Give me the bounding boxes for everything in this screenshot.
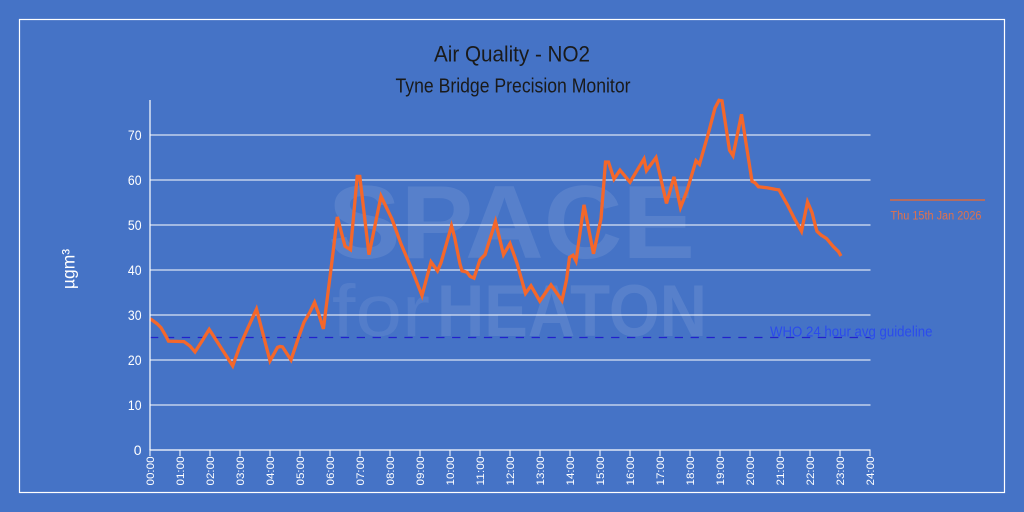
svg-text:for: for: [332, 271, 430, 352]
svg-text:21:00: 21:00: [775, 457, 787, 486]
svg-text:11:00: 11:00: [475, 457, 487, 486]
svg-text:Air Quality - NO2: Air Quality - NO2: [434, 41, 590, 66]
svg-text:20:00: 20:00: [745, 457, 757, 486]
svg-text:0: 0: [134, 442, 142, 458]
svg-text:17:00: 17:00: [655, 457, 667, 486]
svg-text:18:00: 18:00: [685, 457, 697, 486]
svg-text:50: 50: [128, 217, 142, 233]
svg-text:07:00: 07:00: [355, 457, 367, 486]
svg-text:Tyne Bridge Precision Monitor: Tyne Bridge Precision Monitor: [396, 75, 631, 97]
svg-text:08:00: 08:00: [385, 457, 397, 486]
svg-text:09:00: 09:00: [415, 457, 427, 486]
svg-text:µgm³: µgm³: [59, 249, 79, 289]
svg-text:13:00: 13:00: [535, 457, 547, 486]
svg-text:00:00: 00:00: [145, 457, 157, 486]
svg-text:SPACE: SPACE: [328, 165, 695, 281]
svg-text:23:00: 23:00: [835, 457, 847, 486]
svg-text:40: 40: [128, 262, 142, 278]
svg-text:16:00: 16:00: [625, 457, 637, 486]
svg-text:10: 10: [128, 397, 142, 413]
svg-text:60: 60: [128, 172, 142, 188]
svg-text:30: 30: [128, 307, 142, 323]
svg-text:22:00: 22:00: [805, 457, 817, 486]
svg-text:19:00: 19:00: [715, 457, 727, 486]
svg-text:04:00: 04:00: [265, 457, 277, 486]
svg-text:01:00: 01:00: [175, 457, 187, 486]
svg-text:12:00: 12:00: [505, 457, 517, 486]
svg-text:70: 70: [128, 127, 142, 143]
svg-text:06:00: 06:00: [325, 457, 337, 486]
svg-text:02:00: 02:00: [205, 457, 217, 486]
svg-text:20: 20: [128, 352, 142, 368]
svg-text:14:00: 14:00: [565, 457, 577, 486]
svg-text:WHO 24 hour avg guideline: WHO 24 hour avg guideline: [770, 325, 933, 341]
svg-text:03:00: 03:00: [235, 457, 247, 486]
svg-text:05:00: 05:00: [295, 457, 307, 486]
svg-text:Thu 15th Jan 2026: Thu 15th Jan 2026: [891, 211, 982, 223]
svg-text:10:00: 10:00: [445, 457, 457, 486]
svg-text:HEATON: HEATON: [437, 271, 707, 352]
svg-text:15:00: 15:00: [595, 457, 607, 486]
svg-text:24:00: 24:00: [865, 457, 877, 486]
